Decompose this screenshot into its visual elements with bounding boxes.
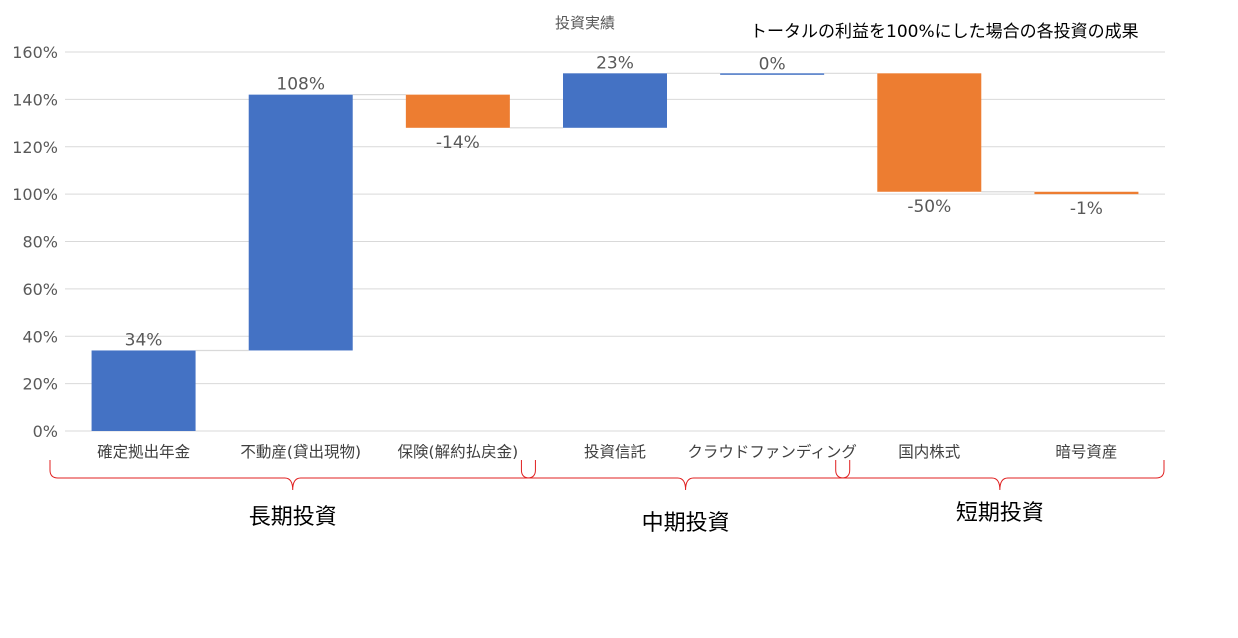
data-label: 108% <box>276 75 325 95</box>
group-bracket <box>520 460 851 491</box>
y-tick-label: 40% <box>22 327 58 346</box>
data-label: 34% <box>125 330 163 350</box>
y-tick-label: 80% <box>22 233 58 252</box>
bar-0 <box>91 350 196 431</box>
bar-6 <box>1034 191 1139 195</box>
y-tick-label: 140% <box>12 90 58 109</box>
y-tick-label: 60% <box>22 280 58 299</box>
bar-1 <box>248 94 353 351</box>
group-bracket <box>49 460 536 491</box>
category-label: 不動産(貸出現物) <box>240 443 361 461</box>
data-label: -14% <box>436 133 480 153</box>
bar-5 <box>877 73 982 192</box>
chart-note: トータルの利益を100%にした場合の各投資の成果 <box>750 22 1139 42</box>
group-bracket <box>835 460 1165 491</box>
data-label: 23% <box>596 53 634 73</box>
y-tick-label: 0% <box>33 422 58 441</box>
bar-2 <box>405 94 510 128</box>
category-label: 投資信託 <box>584 443 646 461</box>
y-tick-label: 20% <box>22 375 58 394</box>
chart-title: 投資実績 <box>554 14 615 32</box>
category-label: 国内株式 <box>898 443 960 461</box>
category-label: 暗号資産 <box>1055 443 1117 461</box>
bar-3 <box>563 73 667 128</box>
y-tick-label: 120% <box>12 138 58 157</box>
data-label: -50% <box>907 197 951 217</box>
y-tick-label: 160% <box>12 43 58 62</box>
group-label: 短期投資 <box>956 501 1044 526</box>
data-label: -1% <box>1070 199 1103 219</box>
category-label: 保険(解約払戻金) <box>398 443 519 461</box>
bar-4 <box>720 73 825 75</box>
category-label: クラウドファンディング <box>687 442 856 461</box>
category-label: 確定拠出年金 <box>97 443 191 461</box>
group-label: 長期投資 <box>249 505 337 530</box>
group-label: 中期投資 <box>642 511 730 536</box>
y-tick-label: 100% <box>12 185 58 204</box>
data-label: 0% <box>759 54 786 74</box>
